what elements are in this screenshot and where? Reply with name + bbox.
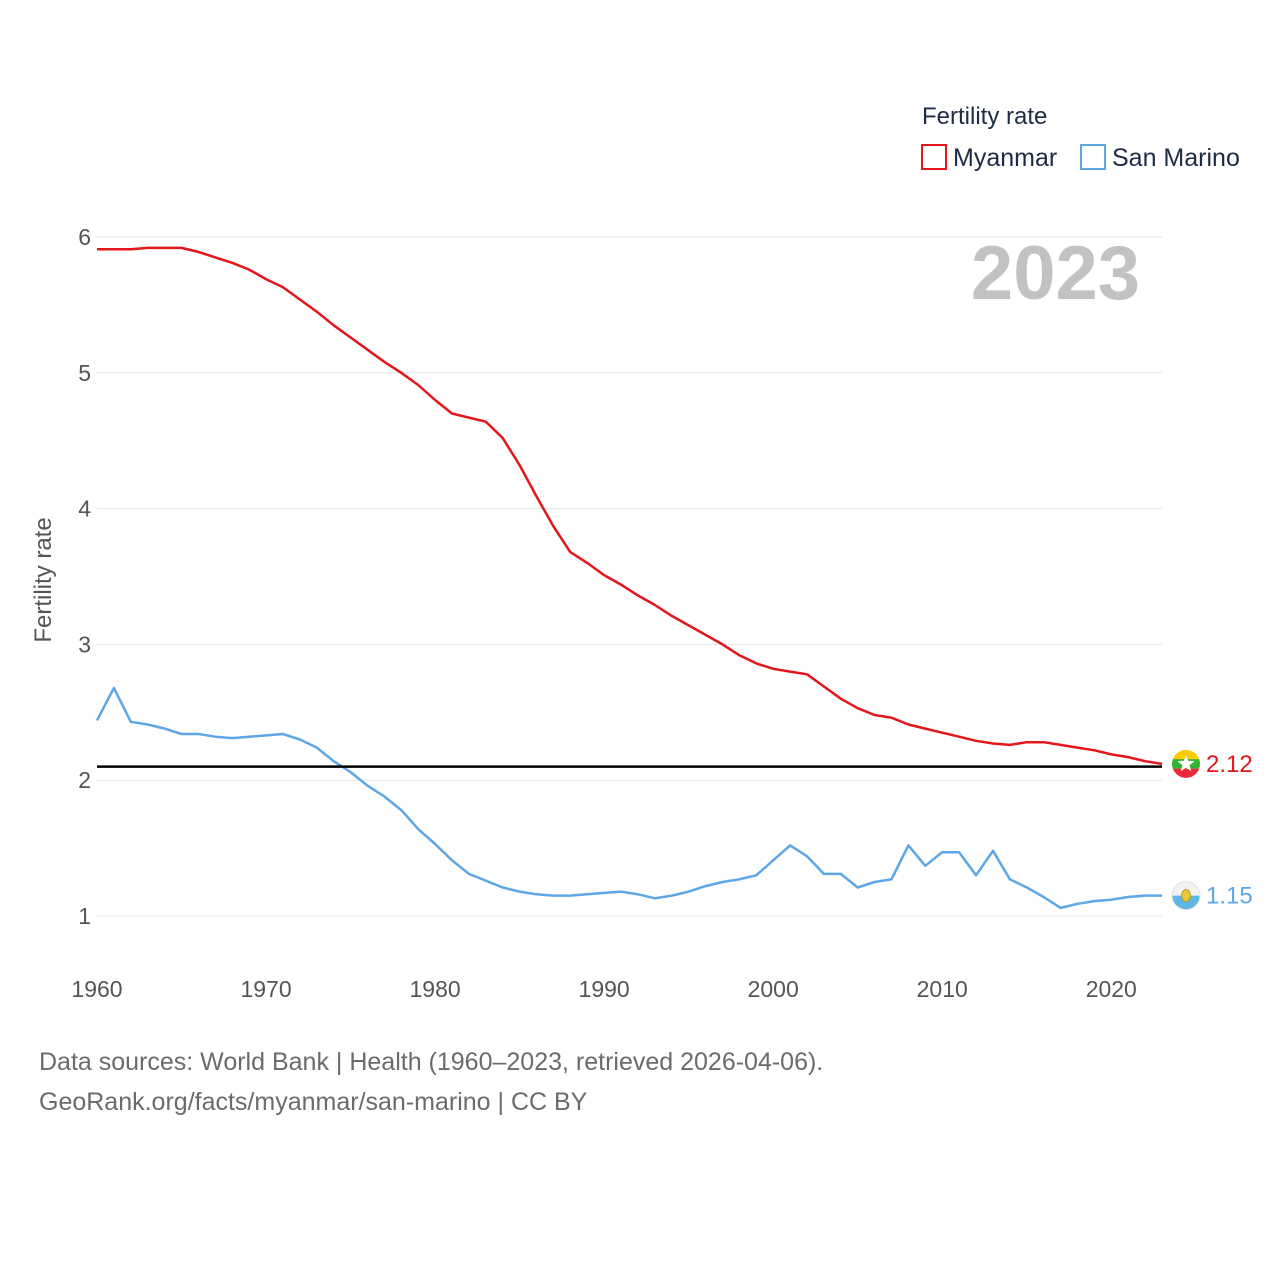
legend-label-myanmar[interactable]: Myanmar — [953, 144, 1057, 172]
legend-swatch-myanmar[interactable] — [921, 144, 947, 170]
y-tick-label: 4 — [78, 496, 91, 522]
myanmar-flag-icon — [1172, 749, 1200, 778]
end-markers: 2.12 1.15 — [1171, 749, 1253, 911]
y-tick-label: 6 — [78, 224, 91, 250]
year-label: 2023 — [971, 231, 1140, 316]
y-tick-label: 2 — [78, 767, 91, 793]
legend: Fertility rate Myanmar San Marino — [921, 103, 1240, 172]
data-source-note: Data sources: World Bank | Health (1960–… — [39, 1042, 823, 1122]
x-tick-label: 2020 — [1086, 976, 1137, 1002]
end-value-myanmar: 2.12 — [1206, 751, 1253, 778]
source-line-2: GeoRank.org/facts/myanmar/san-marino | C… — [39, 1088, 588, 1116]
y-axis-title: Fertility rate — [30, 517, 57, 642]
x-tick-label: 2010 — [917, 976, 968, 1002]
x-tick-label: 1990 — [579, 976, 630, 1002]
gridlines — [97, 236, 1162, 917]
x-tick-label: 1970 — [240, 976, 291, 1002]
legend-label-san-marino[interactable]: San Marino — [1112, 144, 1240, 172]
legend-swatch-san-marino[interactable] — [1080, 144, 1106, 170]
y-tick-label: 1 — [78, 903, 91, 929]
y-axis: 1 2 3 4 5 6 — [78, 224, 91, 929]
legend-title: Fertility rate — [922, 103, 1047, 130]
series-layer — [95, 246, 1163, 910]
x-tick-label: 2000 — [748, 976, 799, 1002]
end-value-san-marino: 1.15 — [1206, 883, 1253, 910]
x-axis: 1960 1970 1980 1990 2000 2010 2020 — [71, 976, 1136, 1002]
series-line-myanmar[interactable] — [97, 246, 1163, 766]
x-tick-label: 1980 — [410, 976, 461, 1002]
source-line-1: Data sources: World Bank | Health (1960–… — [39, 1048, 824, 1076]
y-tick-label: 3 — [78, 631, 91, 657]
series-line-san-marino[interactable] — [95, 686, 1162, 910]
y-tick-label: 5 — [78, 360, 91, 386]
san-marino-flag-icon — [1171, 881, 1201, 911]
x-tick-label: 1960 — [71, 976, 122, 1002]
